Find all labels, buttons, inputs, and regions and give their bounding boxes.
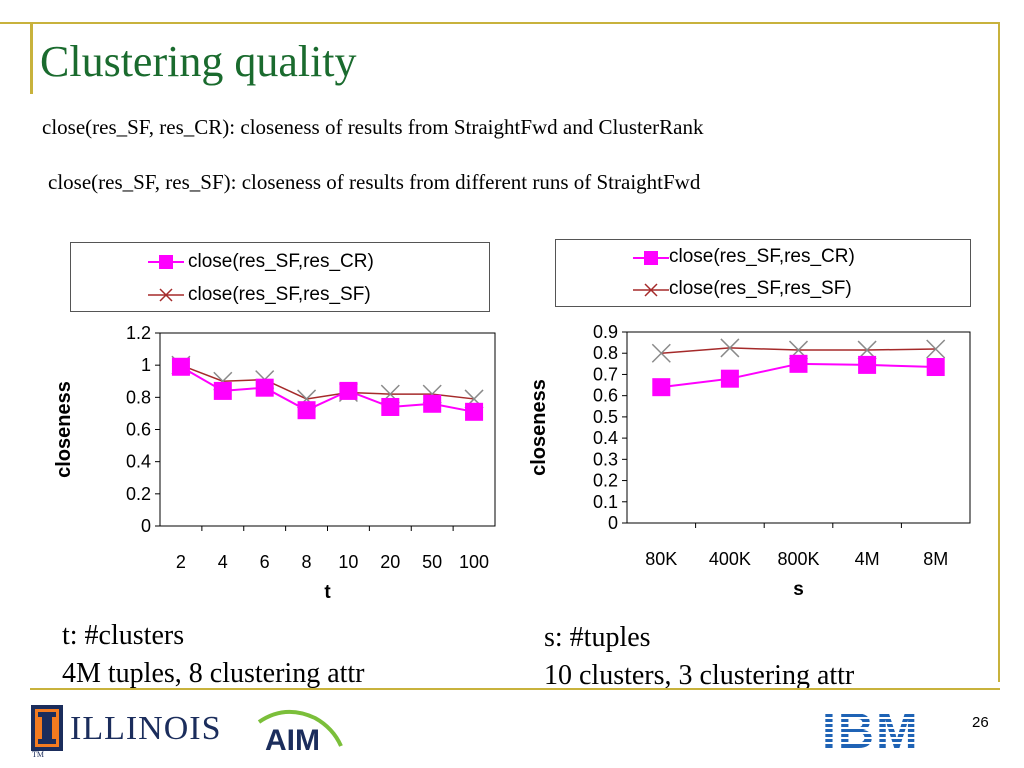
- chart0-point-cr: [297, 401, 316, 420]
- chart1-x-tick-label: 800K: [777, 549, 819, 569]
- chart1-point-cr: [858, 355, 877, 374]
- note-left-line-2: 4M tuples, 8 clustering attr: [62, 658, 365, 689]
- chart0-x-tick-label: 10: [338, 552, 358, 572]
- chart1-legend-marker-cr: [148, 255, 184, 269]
- chart1-point-cr: [789, 354, 808, 373]
- note-right-line-1: s: #tuples: [544, 622, 651, 653]
- chart0-y-tick-label: 0: [141, 516, 151, 536]
- chart1-y-tick-label: 0.5: [593, 407, 618, 427]
- chart0-x-tick-label: 6: [260, 552, 270, 572]
- chart2-legend-label-cr: close(res_SF,res_CR): [669, 246, 855, 267]
- chart1-y-tick-label: 0.3: [593, 449, 618, 469]
- chart1-legend-label-sf: close(res_SF,res_SF): [188, 284, 371, 305]
- chart2-legend-label-sf: close(res_SF,res_SF): [669, 278, 852, 299]
- chart2-legend-marker-cr: [633, 251, 669, 265]
- chart0-y-tick-label: 0.6: [126, 420, 151, 440]
- chart1-y-tick-label: 0.1: [593, 492, 618, 512]
- chart1-svg: 0 0.2 0.4 0.6 0.8 1 1.2 2 4 6 8 10 20 50 100 t closeness: [53, 323, 496, 603]
- illinois-logo: ILLINOIS TM AIM: [30, 700, 350, 760]
- chart0-y-axis-label: closeness: [53, 381, 75, 478]
- chart1-y-tick-label: 0.2: [593, 471, 618, 491]
- chart1-point-cr: [652, 378, 671, 397]
- chart0-x-tick-label: 4: [218, 552, 228, 572]
- chart0-point-cr: [255, 378, 274, 397]
- illinois-tm: TM: [32, 750, 44, 759]
- chart1-x-tick-label: 4M: [855, 549, 880, 569]
- chart1-y-tick-label: 0.8: [593, 343, 618, 363]
- chart1-point-sf: [720, 338, 740, 358]
- svg-text:AIM: AIM: [265, 724, 320, 756]
- illinois-wordmark: ILLINOIS: [70, 710, 222, 747]
- chart2-legend-marker-sf: [633, 283, 669, 297]
- page-number: 26: [972, 714, 989, 731]
- top-rule: [0, 22, 1000, 24]
- chart0-point-cr: [381, 397, 400, 416]
- chart0-x-tick-label: 20: [380, 552, 400, 572]
- chart0-plot-area: [159, 332, 496, 527]
- chart1-y-tick-label: 0.4: [593, 428, 618, 448]
- chart0-x-tick-label: 2: [176, 552, 186, 572]
- chart1-y-tick-label: 0.7: [593, 364, 618, 384]
- chart0-y-tick-label: 1: [141, 355, 151, 375]
- chart1-x-tick-label: 80K: [645, 549, 677, 569]
- chart1-y-tick-label: 0.9: [593, 322, 618, 342]
- bottom-rule: [30, 688, 1000, 690]
- chart0-y-tick-label: 0.2: [126, 484, 151, 504]
- chart0-y-tick-label: 1.2: [126, 323, 151, 343]
- illinois-shield-icon: [31, 705, 63, 751]
- chart1-legend-label-cr: close(res_SF,res_CR): [188, 251, 374, 272]
- chart1-x-tick-label: 400K: [709, 549, 751, 569]
- chart2-svg: 00.10.20.30.40.50.60.70.80.9 80K 400K 800K 4…: [528, 322, 971, 600]
- chart0-y-tick-label: 0.4: [126, 452, 151, 472]
- title-accent-bar: [30, 22, 33, 94]
- right-rule: [998, 22, 1000, 682]
- note-right-line-2: 10 clusters, 3 clustering attr: [544, 660, 855, 691]
- chart1-x-tick-label: 8M: [923, 549, 948, 569]
- ibm-logo: IBM: [818, 700, 958, 759]
- chart0-point-cr: [339, 381, 358, 400]
- subtitle-cr: close(res_SF, res_CR): closeness of resu…: [42, 115, 704, 139]
- chart0-x-axis-label: t: [324, 582, 331, 603]
- chart1-legend: close(res_SF,res_CR) close(res_SF,res_SF…: [70, 242, 490, 312]
- note-left-line-1: t: #clusters: [62, 620, 185, 651]
- chart1-point-cr: [926, 358, 945, 377]
- chart1-point-sf: [651, 343, 671, 363]
- chart0-point-cr: [465, 402, 484, 421]
- chart0-x-tick-label: 8: [302, 552, 312, 572]
- chart1-legend-marker-sf: [148, 288, 184, 302]
- chart2-legend: close(res_SF,res_CR) close(res_SF,res_SF…: [555, 239, 971, 307]
- chart1-point-sf: [926, 339, 946, 359]
- chart1-point-cr: [720, 369, 739, 388]
- chart1-x-axis-label: s: [793, 579, 804, 600]
- chart1-y-tick-label: 0.6: [593, 386, 618, 406]
- aim-logo-icon: AIM: [257, 710, 343, 756]
- chart0-point-cr: [171, 357, 190, 376]
- chart0-series-line-sf: [180, 364, 475, 400]
- chart0-x-tick-label: 50: [422, 552, 442, 572]
- chart0-point-cr: [423, 394, 442, 413]
- chart0-y-tick-label: 0.8: [126, 387, 151, 407]
- chart0-point-cr: [213, 381, 232, 400]
- chart0-x-tick-label: 100: [459, 552, 489, 572]
- chart1-y-tick-label: 0: [608, 513, 618, 533]
- ibm-logo-icon: IBM: [818, 703, 958, 759]
- chart1-y-axis-label: closeness: [528, 379, 550, 476]
- page-title: Clustering quality: [40, 37, 357, 86]
- subtitle-sf: close(res_SF, res_SF): closeness of resu…: [48, 170, 701, 194]
